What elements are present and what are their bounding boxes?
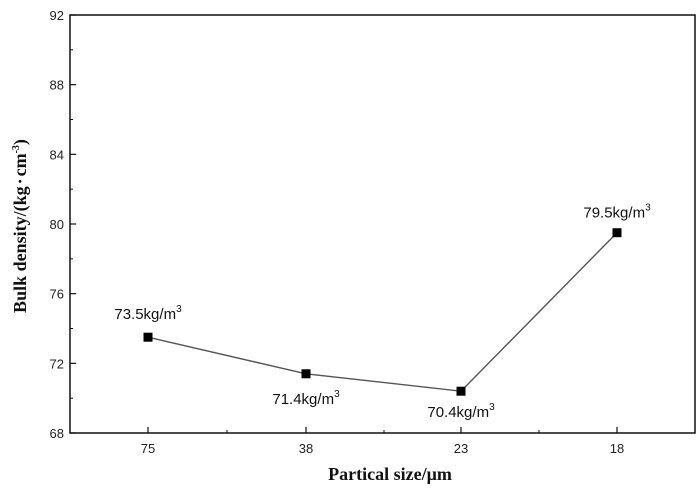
- data-point-marker: [143, 332, 153, 342]
- plot-area-frame: [69, 14, 696, 434]
- y-tick-label: 72: [50, 356, 64, 371]
- data-label: 70.4kg/m3: [427, 402, 495, 421]
- x-tick-label: 23: [454, 441, 468, 456]
- y-tick-label: 84: [50, 147, 64, 162]
- data-label: 79.5kg/m3: [583, 203, 651, 222]
- y-tick-label: 76: [50, 287, 64, 302]
- x-tick-label: 75: [141, 441, 155, 456]
- density-series: [143, 228, 622, 396]
- data-point-marker: [612, 228, 622, 238]
- x-axis-title: Partical size/μm: [328, 464, 452, 484]
- data-label: 73.5kg/m3: [114, 304, 182, 323]
- y-axis-title: Bulk density/(kg·cm-3): [10, 139, 31, 313]
- data-labels: 73.5kg/m3 71.4kg/m3 70.4kg/m3 79.5kg/m3: [114, 203, 651, 421]
- y-axis: 68 72 76 80 84 88 92: [50, 8, 76, 441]
- x-tick-label: 18: [610, 441, 624, 456]
- data-point-marker: [456, 386, 466, 396]
- x-tick-label: 38: [299, 441, 313, 456]
- y-tick-label: 68: [50, 426, 64, 441]
- plot-border: [69, 14, 696, 434]
- y-tick-label: 88: [50, 78, 64, 93]
- series-line: [147, 232, 618, 392]
- y-tick-label: 80: [50, 217, 64, 232]
- data-label: 71.4kg/m3: [272, 389, 340, 408]
- data-point-marker: [301, 369, 311, 379]
- y-tick-label: 92: [50, 8, 64, 23]
- x-axis: 75 38 23 18: [141, 427, 624, 456]
